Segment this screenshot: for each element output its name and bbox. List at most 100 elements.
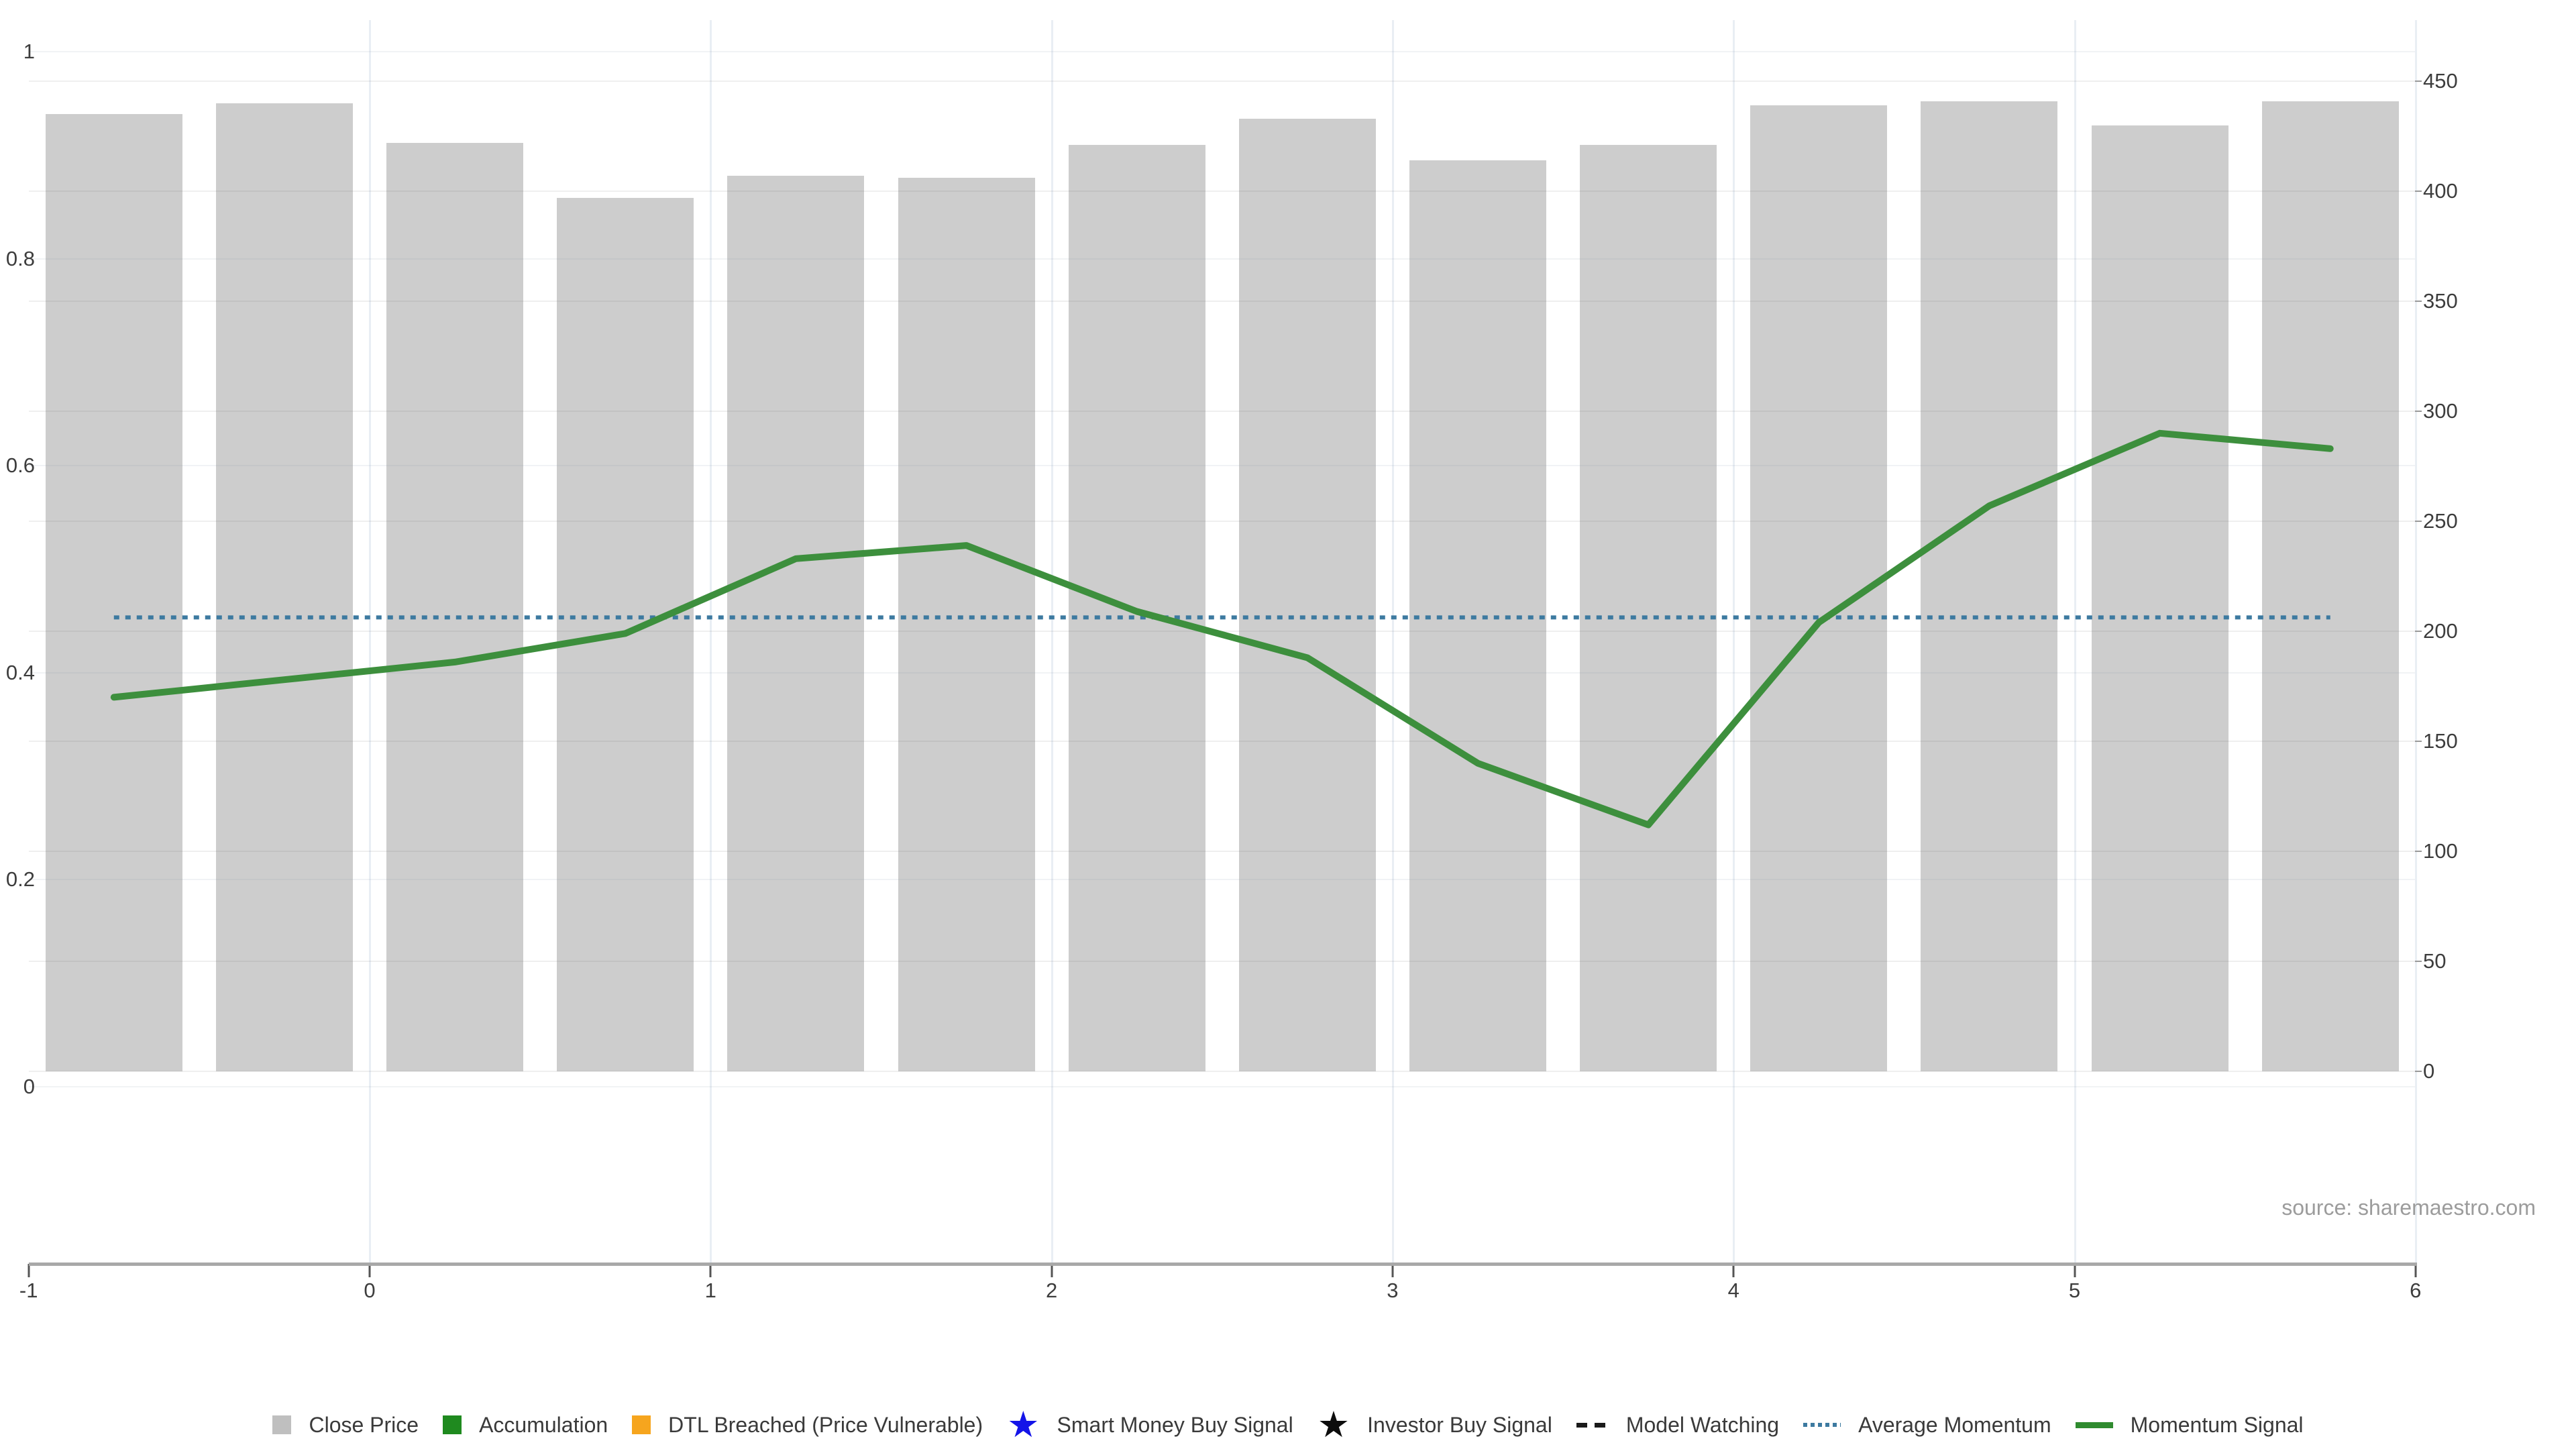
- h-gridline: [29, 521, 2415, 522]
- close-price-bar: [215, 103, 353, 1071]
- legend-item: DTL Breached (Price Vulnerable): [632, 1413, 983, 1438]
- legend-item: Average Momentum: [1803, 1413, 2051, 1438]
- legend-label: Smart Money Buy Signal: [1057, 1412, 1293, 1437]
- source-note: source: sharemaestro.com: [2282, 1195, 2536, 1220]
- close-price-bar: [727, 176, 865, 1071]
- x-axis-line: [29, 1263, 2417, 1266]
- dtl-breached-price-vulnerable-swatch-icon: [632, 1415, 651, 1434]
- right-axis-tick-label: 200: [2423, 619, 2458, 643]
- x-axis-tick: [1732, 1264, 1735, 1277]
- x-axis-tick-label: 5: [2068, 1279, 2081, 1302]
- x-axis-tick: [2074, 1264, 2076, 1277]
- h-gridline: [29, 258, 2415, 260]
- close-price-bar: [1409, 160, 1546, 1071]
- legend-item: Model Watching: [1576, 1413, 1779, 1438]
- x-axis-tick: [2414, 1264, 2417, 1277]
- close-price-bar: [386, 142, 524, 1071]
- x-axis-tick: [1051, 1264, 1053, 1277]
- left-axis-tick-label: 0.6: [5, 453, 35, 478]
- x-axis-tick: [28, 1264, 30, 1277]
- investor-buy-signal-star-icon: ★: [1317, 1405, 1350, 1445]
- left-axis-tick-label: 0: [23, 1075, 35, 1098]
- right-axis-tick: [2415, 741, 2422, 742]
- legend-label: Average Momentum: [1858, 1412, 2051, 1437]
- v-gridline: [2074, 20, 2076, 1264]
- h-gridline: [29, 465, 2415, 467]
- x-axis-tick-label: 3: [1387, 1279, 1399, 1302]
- right-axis-tick-label: 50: [2423, 949, 2447, 973]
- close-price-bar: [2261, 101, 2399, 1071]
- x-axis-tick-label: 2: [1045, 1279, 1058, 1302]
- x-axis-tick: [1391, 1264, 1394, 1277]
- average-momentum-dotted-icon: [1803, 1423, 1841, 1427]
- right-axis-tick: [2415, 191, 2422, 192]
- legend-label: Accumulation: [479, 1412, 608, 1437]
- right-axis-tick-label: 100: [2423, 839, 2458, 863]
- right-axis-tick-label: 250: [2423, 509, 2458, 533]
- right-axis-tick: [2415, 411, 2422, 412]
- legend: Close Price Accumulation DTL Breached (Pri…: [0, 1403, 2576, 1446]
- right-axis-tick-label: 300: [2423, 399, 2458, 423]
- x-axis-tick-label: 6: [2410, 1279, 2422, 1302]
- h-gridline: [29, 301, 2415, 302]
- x-axis-tick-label: 4: [1727, 1279, 1739, 1302]
- model-watching-dash-icon: [1576, 1422, 1609, 1428]
- x-axis-tick: [368, 1264, 371, 1277]
- h-gridline: [29, 851, 2415, 852]
- close-price-bar: [1068, 145, 1205, 1071]
- legend-item: ★ Investor Buy Signal: [1317, 1405, 1552, 1445]
- legend-item: ★ Smart Money Buy Signal: [1007, 1405, 1293, 1445]
- legend-item: Accumulation: [443, 1413, 608, 1438]
- h-gridline: [29, 1071, 2415, 1072]
- right-axis-tick: [2415, 851, 2422, 852]
- legend-label: Model Watching: [1625, 1412, 1780, 1437]
- right-axis-tick: [2415, 521, 2422, 522]
- right-axis-tick-label: 150: [2423, 729, 2458, 753]
- close-price-bar: [557, 197, 694, 1071]
- h-gridline: [29, 1086, 2415, 1087]
- h-gridline: [29, 631, 2415, 632]
- h-gridline: [29, 51, 2415, 52]
- accumulation-swatch-icon: [443, 1415, 462, 1434]
- x-axis-tick-label: 0: [364, 1279, 376, 1302]
- v-gridline: [1391, 20, 1394, 1264]
- x-axis-tick: [709, 1264, 712, 1277]
- close-price-bar: [898, 178, 1035, 1071]
- x-axis-tick-label: -1: [19, 1279, 38, 1302]
- x-axis-tick-label: 1: [704, 1279, 716, 1302]
- right-axis-tick-label: 0: [2423, 1059, 2435, 1083]
- smart-money-buy-signal-star-icon: ★: [1007, 1405, 1040, 1445]
- close-price-bar: [1750, 105, 1888, 1071]
- v-gridline: [1733, 20, 1735, 1264]
- legend-item: Momentum Signal: [2075, 1412, 2304, 1438]
- legend-label: Investor Buy Signal: [1367, 1412, 1552, 1437]
- left-axis-tick-label: 0.8: [5, 246, 35, 270]
- v-gridline: [2414, 20, 2417, 1264]
- right-axis-tick: [2415, 301, 2422, 302]
- right-axis-tick: [2415, 80, 2422, 82]
- legend-label: DTL Breached (Price Vulnerable): [668, 1412, 983, 1437]
- close-price-swatch-icon: [272, 1415, 292, 1434]
- legend-label: Momentum Signal: [2130, 1412, 2304, 1437]
- legend-label: Close Price: [309, 1412, 419, 1437]
- v-gridline: [710, 20, 712, 1264]
- h-gridline: [29, 191, 2415, 192]
- right-axis-tick: [2415, 961, 2422, 962]
- momentum-signal-line-icon: [2075, 1421, 2113, 1428]
- close-price-bar: [1921, 101, 2058, 1071]
- h-gridline: [29, 80, 2415, 82]
- legend-item: Close Price: [272, 1413, 419, 1438]
- right-axis-tick: [2415, 1071, 2422, 1072]
- h-gridline: [29, 741, 2415, 742]
- close-price-bar: [1580, 145, 1717, 1071]
- right-axis-tick-label: 400: [2423, 179, 2458, 203]
- right-axis-tick-label: 350: [2423, 289, 2458, 313]
- right-axis-tick-label: 450: [2423, 69, 2458, 93]
- v-gridline: [369, 20, 371, 1264]
- v-gridline: [1051, 20, 1053, 1264]
- left-axis-tick-label: 0.4: [5, 660, 35, 684]
- close-price-bar: [1238, 118, 1376, 1071]
- h-gridline: [29, 411, 2415, 412]
- left-axis-tick-label: 0.2: [5, 867, 35, 892]
